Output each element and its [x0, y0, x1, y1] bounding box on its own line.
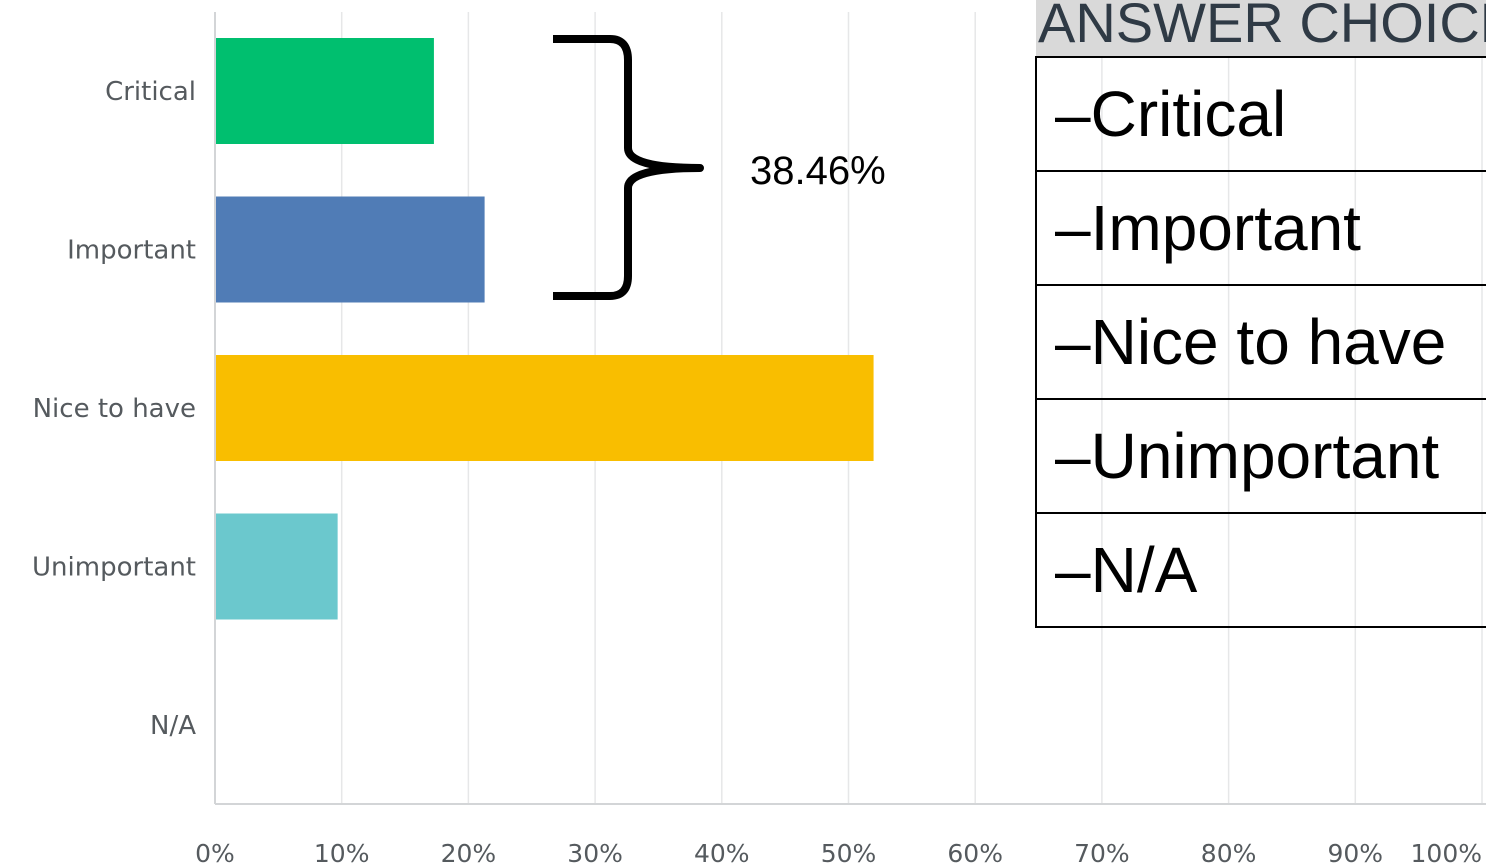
- table-row: –Nice to have: [1035, 285, 1486, 400]
- category-label: Unimportant: [32, 553, 196, 583]
- x-tick-label: 80%: [1201, 839, 1257, 866]
- table-row: –Important: [1035, 171, 1486, 286]
- annotation-label: 38.46%: [750, 149, 886, 193]
- x-tick-label: 70%: [1074, 839, 1130, 866]
- bar-nice-to-have: [216, 355, 874, 461]
- x-tick-label: 10%: [314, 839, 370, 866]
- x-tick-label: 20%: [441, 839, 497, 866]
- table-row: –N/A: [1035, 513, 1486, 628]
- table-row: –Critical: [1035, 57, 1486, 172]
- x-tick-label: 60%: [947, 839, 1003, 866]
- x-tick-label: 90%: [1328, 839, 1384, 866]
- x-tick-label: 30%: [567, 839, 623, 866]
- bar-critical: [216, 38, 434, 144]
- category-label: Important: [67, 236, 196, 266]
- x-tick-label: 50%: [821, 839, 877, 866]
- category-labels: Critical Important Nice to have Unimportant…: [32, 77, 196, 741]
- answer-choices-table: ANSWER CHOICES –Critical –Important –Nic…: [1035, 0, 1486, 628]
- x-tick-labels: 0% 10% 20% 30% 40% 50% 60% 70% 80% 90% 100%: [195, 839, 1482, 866]
- category-label: Nice to have: [33, 394, 196, 424]
- bar-unimportant: [216, 513, 338, 620]
- table-row: –Unimportant: [1035, 399, 1486, 514]
- x-tick-label: 100%: [1411, 839, 1482, 866]
- annotation-brace: [553, 35, 704, 300]
- table-header: ANSWER CHOICES: [1036, 0, 1486, 58]
- bars: [216, 38, 874, 620]
- category-label: N/A: [150, 711, 196, 741]
- x-tick-label: 40%: [694, 839, 750, 866]
- category-label: Critical: [105, 77, 196, 107]
- bar-important: [216, 196, 485, 303]
- x-tick-label: 0%: [195, 839, 235, 866]
